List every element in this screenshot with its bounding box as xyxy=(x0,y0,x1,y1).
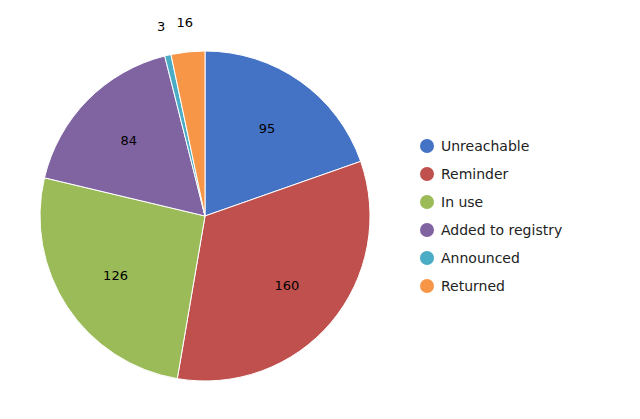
data-labels: 95 160 126 84 3 16 xyxy=(103,15,299,293)
pie-slices xyxy=(40,51,370,381)
data-label: 160 xyxy=(275,278,300,293)
data-label: 16 xyxy=(177,15,194,30)
legend-marker xyxy=(420,279,434,293)
legend-label: Unreachable xyxy=(441,138,529,154)
legend: Unreachable Reminder In use Added to regist… xyxy=(420,138,562,294)
data-label: 95 xyxy=(259,121,276,136)
legend-label: Added to registry xyxy=(441,222,562,238)
legend-marker xyxy=(420,223,434,237)
legend-label: Announced xyxy=(441,250,520,266)
data-label: 126 xyxy=(103,268,128,283)
legend-marker xyxy=(420,251,434,265)
chart: 95 160 126 84 3 16 Unreachable Reminder In use Ad… xyxy=(0,0,640,419)
pie-slice xyxy=(171,51,205,216)
data-label: 3 xyxy=(157,19,165,34)
legend-marker xyxy=(420,139,434,153)
pie-slice xyxy=(177,161,370,381)
legend-label: Returned xyxy=(441,278,505,294)
legend-label: In use xyxy=(441,194,483,210)
legend-label: Reminder xyxy=(441,166,509,182)
chart-container: 95 160 126 84 3 16 Unreachable Reminder In use Ad… xyxy=(0,0,640,419)
data-label: 84 xyxy=(120,133,137,148)
legend-marker xyxy=(420,195,434,209)
legend-marker xyxy=(420,167,434,181)
